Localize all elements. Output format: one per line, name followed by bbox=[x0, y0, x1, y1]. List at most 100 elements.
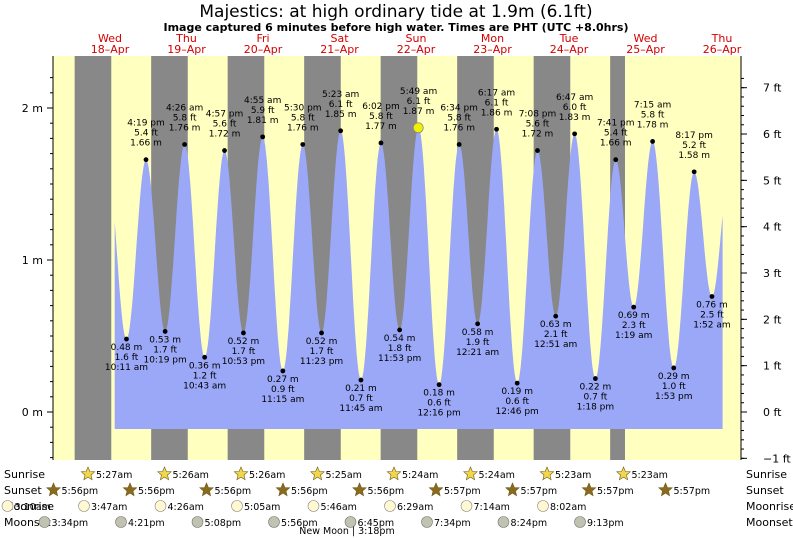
sunset-time: 5:56pm bbox=[62, 486, 99, 497]
sunrise-time: 5:24am bbox=[402, 470, 438, 481]
high-tide-label: 1.76 m bbox=[169, 123, 201, 133]
low-tide-label: 12:46 pm bbox=[496, 407, 539, 417]
sunrise-icon bbox=[463, 466, 478, 481]
day-date: 25–Apr bbox=[626, 43, 665, 56]
sunset-icon bbox=[428, 482, 444, 497]
high-tide-point bbox=[691, 169, 697, 175]
low-tide-point bbox=[280, 368, 286, 374]
sunset-time: 5:56pm bbox=[215, 486, 252, 497]
y-tick-label-right: 2 ft bbox=[763, 313, 782, 326]
moonset-icon bbox=[421, 516, 433, 528]
high-tide-point bbox=[650, 139, 656, 144]
low-tide-label: 1.7 ft bbox=[232, 347, 256, 357]
low-tide-label: 10:53 pm bbox=[222, 357, 265, 367]
high-tide-label: 4:19 pm bbox=[127, 119, 165, 129]
moonrise-icon bbox=[384, 500, 396, 512]
low-tide-label: 2.1 ft bbox=[544, 330, 568, 340]
low-tide-label: 11:23 pm bbox=[300, 357, 343, 367]
sunset-icon bbox=[581, 482, 597, 497]
moonrise-icon bbox=[307, 500, 320, 512]
y-tick-label-right: −1 ft bbox=[763, 452, 791, 465]
high-tide-point bbox=[182, 142, 188, 147]
sunset-time: 5:56pm bbox=[138, 486, 175, 497]
high-tide-label: 1.72 m bbox=[522, 130, 554, 140]
day-weekday: Sat bbox=[330, 32, 349, 45]
high-tide-label: 1.58 m bbox=[678, 151, 710, 161]
low-tide-label: 2.3 ft bbox=[622, 321, 646, 331]
moonset-icon bbox=[268, 516, 280, 528]
y-tick-label-right: 3 ft bbox=[763, 267, 782, 280]
low-tide-label: 11:53 pm bbox=[378, 354, 421, 364]
high-tide-label: 8:17 pm bbox=[675, 131, 713, 141]
day-weekday: Wed bbox=[98, 32, 122, 45]
chart-subtitle: Image captured 6 minutes before high wat… bbox=[163, 21, 628, 34]
sunset-time: 5:57pm bbox=[444, 486, 481, 497]
high-tide-label: 4:57 pm bbox=[206, 110, 244, 120]
sunrise-icon bbox=[310, 466, 325, 481]
moonrise-time: 3:47am bbox=[91, 502, 127, 513]
high-tide-point bbox=[300, 142, 306, 147]
low-tide-label: 1:53 pm bbox=[655, 392, 693, 402]
high-tide-label: 5.2 ft bbox=[682, 141, 706, 151]
low-tide-label: 12:21 am bbox=[456, 348, 499, 358]
high-tide-label: 5.6 ft bbox=[213, 120, 237, 130]
high-tide-label: 7:08 pm bbox=[519, 110, 557, 120]
high-tide-label: 6.1 ft bbox=[329, 100, 353, 110]
axes: 0 m 1 m 2 m −1 ft 0 ft 1 ft 2 ft 3 ft 4 ft 5 ft 6 … bbox=[22, 32, 792, 465]
low-tide-label: 0.18 m bbox=[423, 389, 455, 399]
day-date: 26–Apr bbox=[703, 43, 742, 56]
high-tide-point bbox=[143, 157, 149, 163]
high-tide-label: 7:41 pm bbox=[597, 119, 635, 129]
y-tick-label-right: 0 ft bbox=[763, 406, 782, 419]
high-tide-label: 6:02 pm bbox=[362, 102, 400, 112]
low-tide-label: 12:51 am bbox=[534, 340, 577, 350]
low-tide-label: 1.2 ft bbox=[193, 371, 217, 381]
almanac: Sunrise Sunrise Sunset Sunset Moonrise Moonri… bbox=[1, 466, 793, 537]
low-tide-label: 1.0 ft bbox=[662, 382, 686, 392]
moonset-icon bbox=[344, 516, 357, 528]
sunset-time: 5:57pm bbox=[674, 486, 711, 497]
day-date: 18–Apr bbox=[91, 43, 130, 56]
high-tide-point bbox=[260, 134, 266, 140]
low-tide-point bbox=[436, 382, 442, 388]
low-tide-point bbox=[709, 294, 715, 299]
high-tide-label: 5.8 ft bbox=[291, 113, 315, 123]
day-weekday: Fri bbox=[256, 32, 269, 45]
high-tide-label: 1.66 m bbox=[130, 139, 162, 149]
moonrise-icon bbox=[154, 500, 167, 512]
high-tide-label: 5:30 pm bbox=[284, 103, 322, 113]
day-date: 19–Apr bbox=[167, 43, 206, 56]
moonset-icon bbox=[574, 516, 586, 528]
low-tide-label: 0.7 ft bbox=[584, 393, 608, 403]
high-tide-label: 6.1 ft bbox=[407, 97, 431, 107]
high-tide-label: 5.8 ft bbox=[369, 112, 393, 122]
y-tick-label-left: 0 m bbox=[22, 406, 43, 419]
low-tide-label: 0.54 m bbox=[384, 334, 416, 344]
moonrise-time: 5:46am bbox=[321, 502, 357, 513]
low-tide-label: 0.27 m bbox=[267, 375, 299, 385]
sunrise-time: 5:26am bbox=[249, 470, 285, 481]
low-tide-point bbox=[592, 376, 598, 381]
y-tick-label-right: 6 ft bbox=[763, 128, 782, 141]
day-date: 20–Apr bbox=[244, 43, 283, 56]
sunset-icon bbox=[658, 482, 673, 497]
sunset-icon bbox=[505, 482, 520, 497]
sunrise-time: 5:23am bbox=[632, 470, 668, 481]
high-tide-label: 1.78 m bbox=[637, 120, 669, 130]
low-tide-label: 0.29 m bbox=[658, 372, 690, 382]
day-weekday: Thu bbox=[175, 32, 197, 45]
chart-header: Majestics: at high ordinary tide at 1.9m… bbox=[163, 2, 628, 34]
y-tick-label-right: 5 ft bbox=[763, 174, 782, 187]
sunset-icon bbox=[199, 482, 214, 497]
high-tide-point bbox=[613, 157, 619, 163]
day-weekday: Wed bbox=[634, 32, 658, 45]
almanac-row-label-right: Sunset bbox=[746, 484, 784, 497]
sunrise-icon bbox=[616, 466, 631, 481]
low-tide-point bbox=[162, 329, 168, 334]
low-tide-point bbox=[124, 336, 129, 342]
moonset-icon bbox=[38, 516, 51, 528]
high-tide-label: 5:23 am bbox=[322, 90, 359, 100]
low-tide-label: 10:19 pm bbox=[143, 355, 186, 365]
high-tide-label: 6:34 pm bbox=[440, 103, 478, 113]
